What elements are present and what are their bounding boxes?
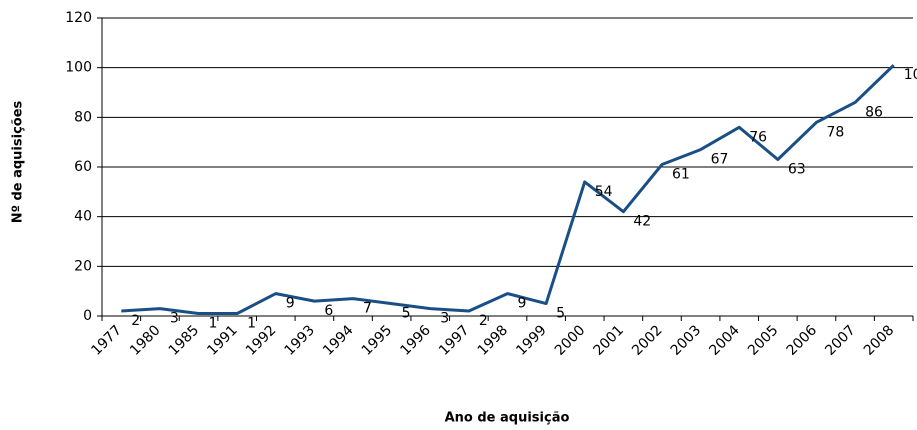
data-label: 1 bbox=[209, 316, 218, 332]
y-tick-label: 100 bbox=[65, 60, 92, 76]
y-tick-label: 120 bbox=[65, 10, 92, 26]
data-label: 42 bbox=[633, 214, 651, 230]
data-label: 5 bbox=[556, 306, 565, 322]
y-axis-label: Nº de aquisições bbox=[11, 100, 26, 223]
data-label: 2 bbox=[131, 313, 140, 329]
x-tick-label: 2007 bbox=[822, 322, 859, 359]
y-tick-label: 60 bbox=[74, 159, 92, 175]
x-tick-label: 1996 bbox=[397, 322, 434, 359]
x-tick-label: 1977 bbox=[88, 322, 125, 359]
y-tick-label: 20 bbox=[74, 258, 92, 274]
x-tick-label: 2003 bbox=[668, 322, 705, 359]
data-label: 86 bbox=[865, 104, 883, 120]
data-label: 63 bbox=[788, 162, 806, 178]
data-label: 78 bbox=[826, 124, 844, 140]
y-tick-label: 0 bbox=[83, 308, 92, 324]
x-tick-label: 1985 bbox=[166, 322, 203, 359]
data-label: 67 bbox=[711, 152, 729, 168]
data-label: 101 bbox=[904, 67, 917, 83]
data-label: 6 bbox=[324, 303, 333, 319]
data-label: 7 bbox=[363, 301, 372, 317]
x-tick-label: 2005 bbox=[745, 322, 782, 359]
data-label: 9 bbox=[518, 296, 527, 312]
x-tick-label: 2002 bbox=[629, 322, 666, 359]
data-label: 9 bbox=[286, 296, 295, 312]
data-label: 54 bbox=[595, 184, 613, 200]
x-axis-label: Ano de aquisição bbox=[445, 411, 570, 426]
data-label: 76 bbox=[749, 129, 767, 145]
x-tick-label: 1995 bbox=[359, 322, 396, 359]
x-tick-label: 2000 bbox=[552, 322, 589, 359]
data-label: 1 bbox=[247, 316, 256, 332]
x-tick-label: 2008 bbox=[861, 322, 898, 359]
data-line bbox=[121, 64, 895, 315]
y-tick-label: 40 bbox=[74, 209, 92, 225]
data-label: 61 bbox=[672, 167, 690, 183]
data-label: 2 bbox=[479, 313, 488, 329]
x-tick-label: 1994 bbox=[320, 322, 357, 359]
data-label: 5 bbox=[402, 306, 411, 322]
x-tick-label: 2006 bbox=[784, 322, 821, 359]
x-tick-label: 2004 bbox=[706, 322, 743, 359]
data-label: 3 bbox=[170, 311, 179, 327]
x-tick-label: 1997 bbox=[436, 322, 473, 359]
y-tick-label: 80 bbox=[74, 109, 92, 125]
x-tick-label: 2001 bbox=[590, 322, 627, 359]
x-tick-label: 1999 bbox=[513, 322, 550, 359]
data-label: 3 bbox=[440, 311, 449, 327]
x-tick-label: 1993 bbox=[282, 322, 319, 359]
